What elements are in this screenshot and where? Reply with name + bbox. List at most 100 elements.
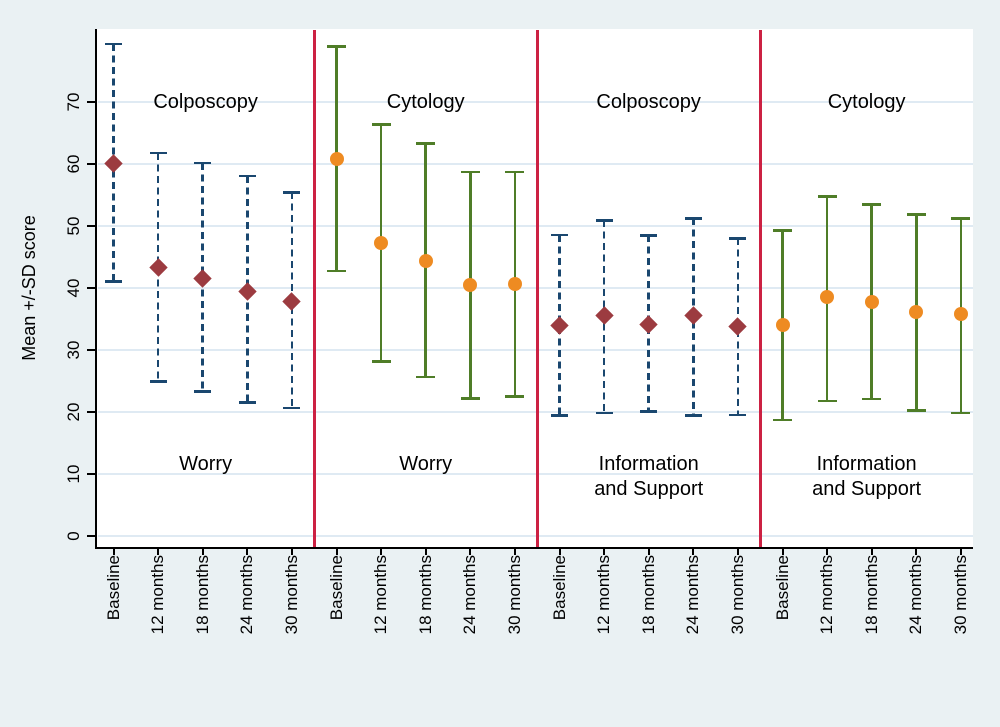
x-tick-label: 12 months: [371, 555, 391, 635]
error-bar-lower-cap: [906, 409, 926, 412]
x-axis-tick: [870, 547, 873, 555]
y-axis-title: Mean +/-SD score: [19, 215, 39, 361]
x-tick-label: Baseline: [772, 555, 792, 621]
y-gridline: [98, 535, 973, 538]
x-axis-tick: [380, 547, 383, 555]
y-gridline: [98, 224, 973, 227]
x-tick-label: Baseline: [549, 555, 569, 621]
panel-outcome-label: Worry: [91, 452, 321, 477]
panel-treatment-label: Colposcopy: [596, 90, 701, 113]
panel-separator-line: [312, 30, 316, 547]
error-bar-upper-cap: [951, 217, 971, 220]
x-axis-tick: [157, 547, 160, 555]
x-axis-tick: [736, 547, 739, 555]
error-bar-upper-cap: [105, 42, 122, 46]
x-axis-tick: [915, 547, 918, 555]
error-bar-upper-cap: [149, 151, 167, 155]
mean-marker-circle: [329, 152, 344, 167]
y-tick-label: 10: [64, 464, 83, 484]
error-bar-upper-cap: [238, 174, 256, 178]
y-tick-label: 0: [64, 531, 83, 542]
panel-treatment-label: Cytology: [827, 90, 906, 113]
error-bar-upper-cap: [371, 123, 391, 126]
panel-outcome-label: Information and Support: [534, 452, 764, 502]
y-axis-tick: [87, 411, 95, 414]
error-bar-lower-cap: [149, 380, 167, 383]
x-tick-label: 30 months: [950, 555, 970, 635]
error-bar-upper-cap: [595, 219, 613, 222]
mean-marker-circle: [953, 307, 968, 322]
panel-treatment-label: Colposcopy: [153, 90, 258, 113]
mean-marker-circle: [463, 277, 478, 292]
error-bar-upper-cap: [684, 217, 702, 220]
y-axis-tick: [87, 535, 95, 538]
x-tick-label: 18 months: [415, 555, 435, 635]
error-bar-lower-cap: [817, 399, 837, 403]
error-bar-upper-cap: [906, 213, 926, 216]
y-gridline: [98, 349, 973, 352]
mean-marker-circle: [909, 304, 924, 319]
panel-separator-line: [535, 30, 539, 547]
error-bar-lower-cap: [327, 269, 346, 273]
y-tick-label: 60: [64, 154, 83, 174]
error-bar-lower-cap: [238, 401, 256, 404]
error-bar-lower-cap: [194, 390, 212, 393]
error-bar-upper-cap: [817, 195, 837, 198]
x-axis-tick: [959, 547, 962, 555]
error-bar-lower-cap: [505, 395, 525, 398]
panel-outcome-line: Worry: [399, 453, 453, 475]
panel-outcome-label: Information and Support: [752, 452, 982, 502]
y-axis-tick: [87, 287, 95, 289]
x-axis-tick: [290, 547, 293, 555]
y-axis-line: [95, 29, 97, 547]
y-axis-tick: [87, 224, 95, 227]
panel-separator-line: [758, 30, 762, 547]
x-axis-tick: [692, 547, 695, 555]
panel-outcome-line: Information: [598, 453, 699, 475]
x-tick-label: 12 months: [817, 555, 837, 635]
error-bar-upper-cap: [773, 229, 792, 232]
y-gridline: [98, 411, 973, 414]
error-bar-lower-cap: [640, 410, 658, 413]
error-bar-upper-cap: [505, 170, 525, 174]
x-tick-label: 30 months: [727, 555, 747, 635]
x-axis-tick: [647, 547, 650, 555]
panel-treatment-label: Cytology: [386, 90, 465, 113]
y-axis-tick: [87, 162, 95, 165]
x-tick-label: Baseline: [103, 555, 123, 621]
x-axis-tick: [558, 547, 561, 555]
error-bar-upper-cap: [194, 161, 212, 165]
x-axis-tick: [781, 547, 784, 555]
mean-marker-circle: [418, 254, 433, 269]
error-bar-lower-cap: [283, 406, 301, 410]
x-tick-label: 12 months: [148, 555, 168, 635]
error-bar-upper-cap: [729, 237, 747, 240]
x-tick-label: 18 months: [861, 555, 881, 635]
y-axis-tick: [87, 473, 95, 476]
error-bar-lower-cap: [729, 413, 747, 417]
error-bar-upper-cap: [551, 233, 568, 237]
x-tick-label: 24 months: [906, 555, 926, 635]
mean-marker-circle: [864, 295, 879, 310]
panel-outcome-line: Information: [816, 453, 917, 475]
x-tick-label: 24 months: [237, 555, 257, 635]
error-bar-upper-cap: [460, 170, 480, 174]
x-axis-tick: [513, 547, 516, 555]
error-bar-lower-cap: [371, 360, 391, 363]
x-axis-tick: [826, 547, 829, 555]
error-bar-lower-cap: [416, 375, 436, 379]
y-gridline: [98, 100, 973, 103]
y-gridline: [98, 473, 973, 476]
error-bar-lower-cap: [551, 414, 568, 417]
x-axis-tick: [603, 547, 606, 555]
x-tick-label: Baseline: [326, 555, 346, 621]
error-bar-upper-cap: [416, 142, 436, 145]
mean-marker-circle: [775, 318, 790, 333]
error-bar-lower-cap: [951, 411, 971, 415]
error-bar-lower-cap: [862, 397, 882, 401]
panel-outcome-line: and Support: [812, 478, 922, 500]
x-tick-label: 30 months: [281, 555, 301, 635]
panel-outcome-line: Worry: [179, 453, 233, 475]
y-tick-label: 30: [64, 340, 83, 360]
